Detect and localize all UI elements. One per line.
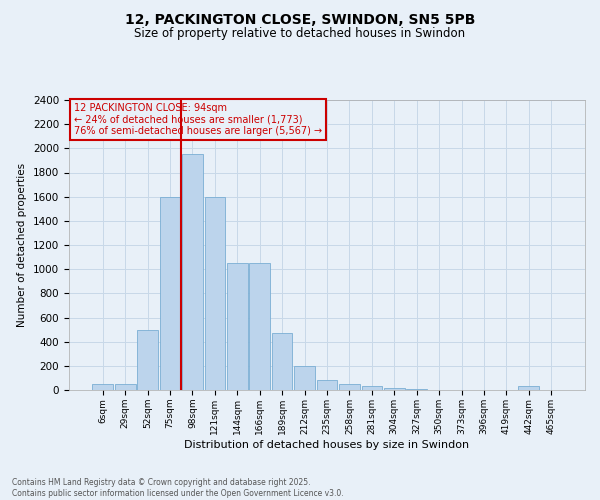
Bar: [518, 386, 539, 390]
X-axis label: Distribution of detached houses by size in Swindon: Distribution of detached houses by size …: [184, 440, 470, 450]
Text: 12, PACKINGTON CLOSE, SWINDON, SN5 5PB: 12, PACKINGTON CLOSE, SWINDON, SN5 5PB: [125, 12, 475, 26]
Bar: [92, 384, 113, 390]
Bar: [317, 380, 337, 390]
Bar: [294, 366, 315, 390]
Bar: [160, 196, 181, 390]
Bar: [182, 154, 203, 390]
Bar: [339, 384, 360, 390]
Bar: [362, 386, 382, 390]
Bar: [384, 388, 404, 390]
Y-axis label: Number of detached properties: Number of detached properties: [17, 163, 28, 327]
Bar: [137, 330, 158, 390]
Text: Contains HM Land Registry data © Crown copyright and database right 2025.
Contai: Contains HM Land Registry data © Crown c…: [12, 478, 344, 498]
Text: 12 PACKINGTON CLOSE: 94sqm
← 24% of detached houses are smaller (1,773)
76% of s: 12 PACKINGTON CLOSE: 94sqm ← 24% of deta…: [74, 103, 322, 136]
Bar: [205, 196, 225, 390]
Text: Size of property relative to detached houses in Swindon: Size of property relative to detached ho…: [134, 28, 466, 40]
Bar: [250, 263, 270, 390]
Bar: [115, 384, 136, 390]
Bar: [272, 332, 292, 390]
Bar: [227, 263, 248, 390]
